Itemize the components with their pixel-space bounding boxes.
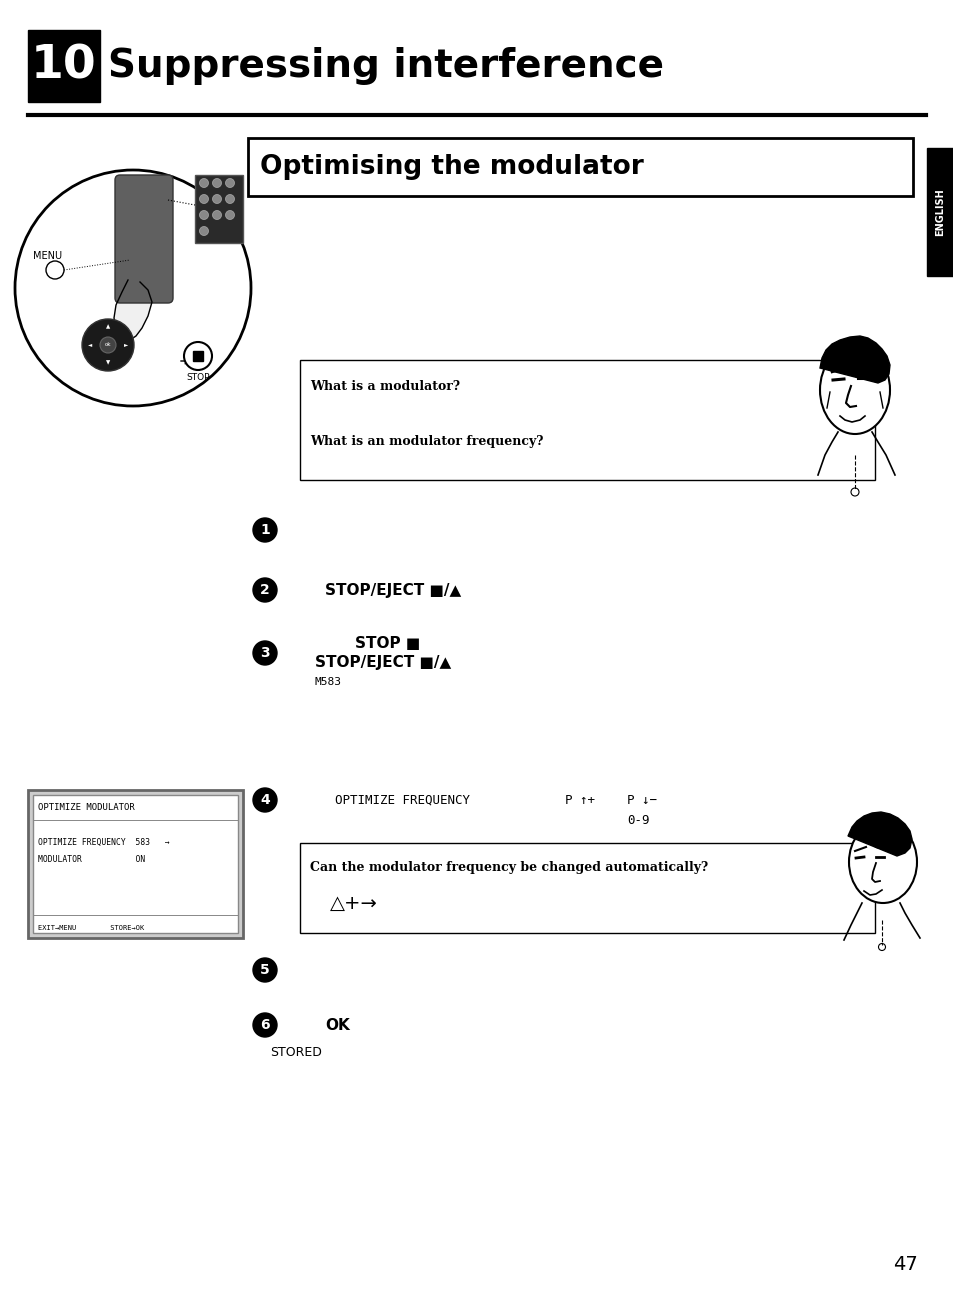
Text: Optimising the modulator: Optimising the modulator: [260, 154, 643, 180]
Text: OPTIMIZE FREQUENCY  583   →: OPTIMIZE FREQUENCY 583 →: [38, 837, 170, 846]
Circle shape: [184, 342, 212, 370]
Text: 10: 10: [31, 43, 97, 89]
Circle shape: [82, 319, 133, 371]
Circle shape: [199, 211, 209, 220]
Text: MENU: MENU: [33, 251, 62, 260]
Text: ▼: ▼: [106, 361, 110, 366]
Text: STORED: STORED: [270, 1047, 321, 1060]
Ellipse shape: [848, 822, 916, 904]
Bar: [33, 796, 237, 934]
Text: STOP/EJECT ■/▲: STOP/EJECT ■/▲: [314, 655, 451, 671]
Text: M583: M583: [314, 677, 341, 687]
Text: MODULATOR           ON: MODULATOR ON: [38, 855, 145, 865]
Circle shape: [213, 178, 221, 187]
Text: ok: ok: [105, 342, 112, 348]
Text: △+→: △+→: [330, 893, 377, 913]
Circle shape: [100, 337, 116, 353]
Ellipse shape: [820, 346, 889, 434]
Circle shape: [213, 194, 221, 203]
Polygon shape: [847, 812, 911, 855]
Circle shape: [253, 518, 276, 542]
Text: P ↓−: P ↓−: [626, 793, 657, 806]
Circle shape: [199, 178, 209, 187]
Polygon shape: [113, 280, 152, 340]
Text: 2: 2: [260, 583, 270, 598]
Bar: [194, 174, 243, 243]
Text: 47: 47: [892, 1255, 917, 1275]
Text: EXIT→MENU        STORE→OK: EXIT→MENU STORE→OK: [38, 924, 144, 931]
Circle shape: [199, 194, 209, 203]
Text: 1: 1: [260, 523, 270, 536]
Text: 3: 3: [260, 646, 270, 660]
Circle shape: [253, 958, 276, 982]
Circle shape: [199, 227, 209, 236]
Text: Suppressing interference: Suppressing interference: [108, 47, 663, 85]
Text: 6: 6: [260, 1018, 270, 1032]
Bar: [299, 842, 874, 934]
Circle shape: [225, 178, 234, 187]
Circle shape: [225, 194, 234, 203]
Text: 4: 4: [260, 793, 270, 807]
Circle shape: [225, 211, 234, 220]
Circle shape: [253, 1013, 276, 1036]
Text: ►: ►: [124, 342, 128, 348]
Bar: [28, 790, 243, 937]
Text: STOP: STOP: [186, 374, 210, 383]
Text: ◄: ◄: [88, 342, 92, 348]
Bar: [248, 138, 912, 197]
Text: Can the modulator frequency be changed automatically?: Can the modulator frequency be changed a…: [310, 861, 707, 874]
Text: 5: 5: [260, 963, 270, 976]
Circle shape: [253, 788, 276, 812]
Bar: [193, 352, 203, 361]
Circle shape: [253, 578, 276, 602]
Text: P ↑+: P ↑+: [564, 793, 595, 806]
Text: OPTIMIZE FREQUENCY: OPTIMIZE FREQUENCY: [335, 793, 470, 806]
Text: OPTIMIZE MODULATOR: OPTIMIZE MODULATOR: [38, 803, 134, 812]
Text: ENGLISH: ENGLISH: [935, 187, 944, 236]
Text: OK: OK: [325, 1017, 350, 1032]
Bar: [926, 148, 953, 276]
Circle shape: [213, 211, 221, 220]
FancyBboxPatch shape: [115, 174, 172, 303]
Text: ▲: ▲: [106, 324, 110, 329]
Text: 0-9: 0-9: [626, 814, 649, 827]
Circle shape: [253, 641, 276, 665]
Text: What is an modulator frequency?: What is an modulator frequency?: [310, 435, 543, 448]
Bar: [299, 359, 874, 480]
Bar: [28, 30, 100, 102]
Polygon shape: [820, 336, 889, 383]
Text: STOP/EJECT ■/▲: STOP/EJECT ■/▲: [325, 582, 460, 598]
Text: STOP ■: STOP ■: [355, 635, 420, 651]
Text: What is a modulator?: What is a modulator?: [310, 379, 459, 392]
